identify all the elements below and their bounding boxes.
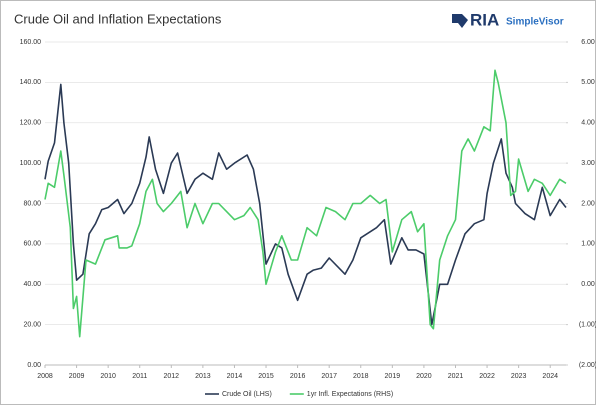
x-tick-label: 2020 <box>416 373 432 380</box>
x-tick-label: 2013 <box>195 373 211 380</box>
y-tick-label: 100.00 <box>20 160 42 167</box>
y2-tick-label: 5.00 <box>581 79 595 86</box>
chart-title: Crude Oil and Inflation Expectations <box>14 11 222 26</box>
y2-tick-label: 3.00 <box>581 160 595 167</box>
x-tick-label: 2016 <box>290 373 306 380</box>
y2-tick-label: 0.00 <box>581 281 595 288</box>
y2-tick-label: (2.00) <box>579 362 596 369</box>
x-tick-label: 2019 <box>385 373 401 380</box>
x-tick-label: 2023 <box>511 373 527 380</box>
logo-subtext: SimpleVisor <box>506 17 564 28</box>
x-tick-label: 2018 <box>353 373 369 380</box>
y-tick-label: 120.00 <box>20 120 42 127</box>
y2-tick-label: 1.00 <box>581 241 595 248</box>
x-tick-label: 2012 <box>164 373 180 380</box>
y2-tick-label: (1.00) <box>579 321 596 328</box>
x-tick-label: 2010 <box>100 373 116 380</box>
y-tick-label: 60.00 <box>23 241 41 248</box>
legend-label: 1yr Infl. Expectations (RHS) <box>307 391 393 398</box>
x-tick-label: 2015 <box>258 373 274 380</box>
y-tick-label: 40.00 <box>23 281 41 288</box>
y-tick-label: 20.00 <box>23 321 41 328</box>
x-tick-label: 2017 <box>321 373 337 380</box>
series-line <box>44 83 567 326</box>
y2-tick-label: 4.00 <box>581 120 595 127</box>
x-tick-label: 2009 <box>69 373 85 380</box>
x-tick-label: 2014 <box>227 373 243 380</box>
y-tick-label: 80.00 <box>23 200 41 207</box>
x-tick-label: 2021 <box>448 373 464 380</box>
y2-tick-label: 6.00 <box>581 39 595 46</box>
logo-icon <box>452 14 468 28</box>
legend-label: Crude Oil (LHS) <box>222 391 272 398</box>
x-tick-label: 2022 <box>479 373 495 380</box>
y-tick-label: 160.00 <box>20 39 42 46</box>
x-tick-label: 2008 <box>37 373 53 380</box>
y-tick-label: 140.00 <box>20 79 42 86</box>
logo-text: RIA <box>470 10 499 29</box>
x-tick-label: 2024 <box>542 373 558 380</box>
series-line <box>44 69 567 338</box>
x-tick-label: 2011 <box>132 373 147 380</box>
y-tick-label: 0.00 <box>27 362 41 369</box>
y2-tick-label: 2.00 <box>581 200 595 207</box>
